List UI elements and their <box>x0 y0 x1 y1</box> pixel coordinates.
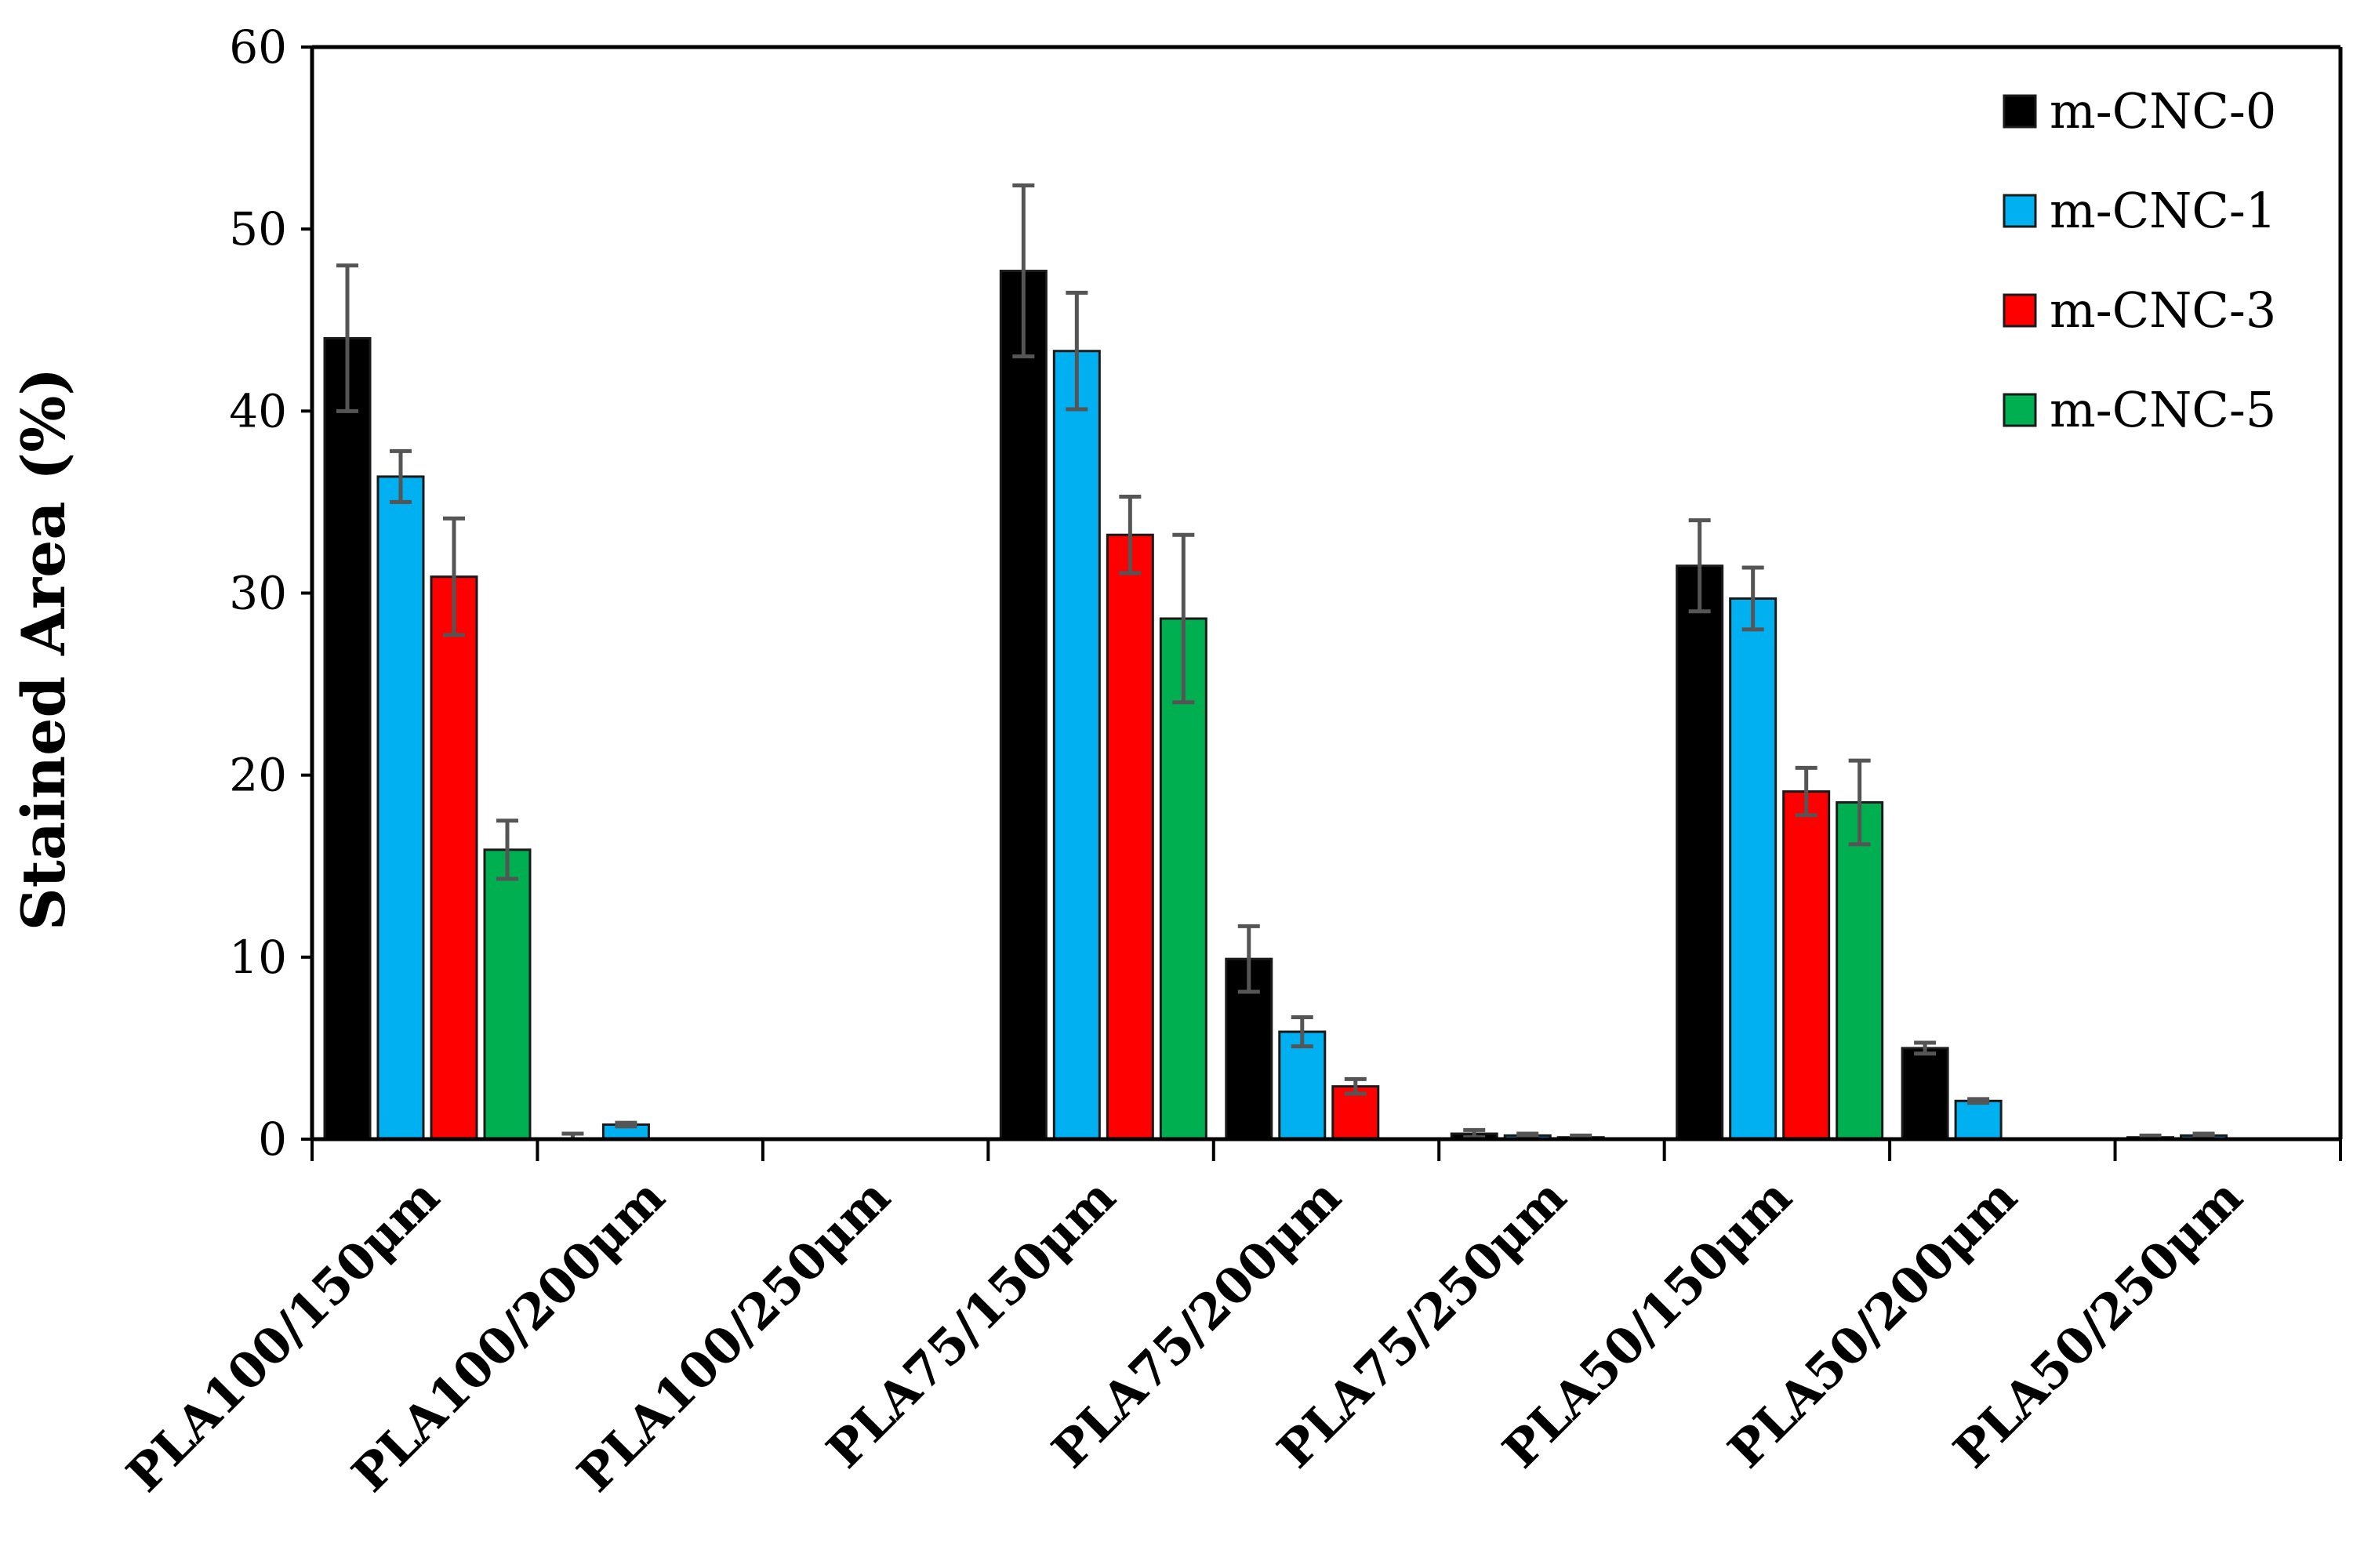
legend-swatch-m-CNC-1 <box>2003 194 2037 228</box>
y-tick-label: 0 <box>258 1112 287 1166</box>
plot-area: 0102030405060PLA100/150μmPLA100/200μmPLA… <box>115 20 2343 1503</box>
y-tick-label: 50 <box>229 202 287 256</box>
bar-m-CNC-0-PLA100/150μm <box>323 336 372 1141</box>
bar-m-CNC-3-PLA100/150μm <box>430 575 478 1141</box>
bar-m-CNC-3-PLA75/150μm <box>1106 533 1154 1141</box>
legend-label: m-CNC-5 <box>2050 381 2276 438</box>
y-tick-label: 20 <box>229 749 287 802</box>
bar-m-CNC-1-PLA100/150μm <box>376 475 425 1141</box>
legend-swatch-m-CNC-5 <box>2003 393 2037 427</box>
legend-swatch-m-CNC-0 <box>2003 94 2037 129</box>
y-axis-label: Stained Area (%) <box>9 368 78 931</box>
bar-m-CNC-0-PLA50/150μm <box>1676 564 1724 1141</box>
legend-label: m-CNC-1 <box>2050 182 2276 239</box>
legend-swatch-m-CNC-3 <box>2003 293 2037 328</box>
bar-m-CNC-1-PLA50/150μm <box>1729 597 1778 1141</box>
y-tick-label: 60 <box>229 20 287 74</box>
bar-m-CNC-1-PLA75/150μm <box>1052 350 1101 1141</box>
legend: m-CNC-0 m-CNC-1 m-CNC-3 m-CNC-5 <box>2003 82 2276 438</box>
legend-label: m-CNC-3 <box>2050 281 2276 339</box>
legend-label: m-CNC-0 <box>2050 82 2276 140</box>
bar-m-CNC-3-PLA50/150μm <box>1782 790 1831 1141</box>
bar-m-CNC-5-PLA100/150μm <box>483 848 532 1141</box>
bar-m-CNC-1-PLA50/200μm <box>1954 1099 2003 1141</box>
bar-m-CNC-5-PLA50/150μm <box>1836 800 1884 1141</box>
y-tick-label: 40 <box>229 384 287 437</box>
bar-m-CNC-0-PLA50/200μm <box>1901 1047 1949 1141</box>
bar-m-CNC-5-PLA75/150μm <box>1159 617 1207 1141</box>
y-tick-label: 10 <box>229 931 287 984</box>
bar-m-CNC-0-PLA75/150μm <box>999 270 1048 1141</box>
y-tick-label: 30 <box>229 567 287 620</box>
